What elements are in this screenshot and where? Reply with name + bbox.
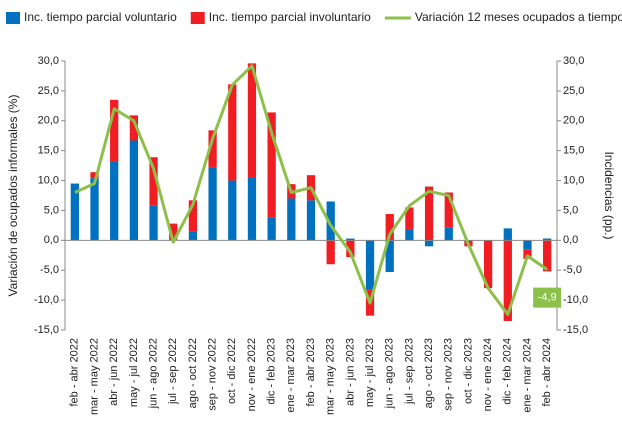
bar <box>110 161 119 241</box>
bar <box>129 115 139 141</box>
x-tick-label: ene - mar 2024 <box>521 338 533 413</box>
x-tick-label: abr - jun 2022 <box>108 338 120 406</box>
bar <box>188 231 198 241</box>
bar <box>247 177 257 241</box>
bar <box>129 140 139 241</box>
x-tick-label: may - jul 2022 <box>128 338 140 407</box>
x-tick-label: jul - sep 2023 <box>403 338 415 405</box>
data-label-box <box>533 287 562 308</box>
x-tick-label: oct - dic 2022 <box>226 338 238 404</box>
bar <box>424 240 434 247</box>
x-tick-label: dic - feb 2023 <box>266 338 278 405</box>
x-tick-label: nov - ene 2022 <box>246 338 258 411</box>
line <box>74 64 549 316</box>
bar <box>523 249 532 259</box>
bar <box>90 172 99 179</box>
x-tick-label: mar - may 2022 <box>88 338 100 415</box>
bar <box>385 240 394 273</box>
bar <box>405 229 414 241</box>
x-tick-label: mar - may 2023 <box>325 338 337 415</box>
bar <box>543 238 552 241</box>
legend-label: Inc. tiempo parcial voluntario <box>24 10 177 24</box>
y2-tick-label: 10,0 <box>563 174 584 186</box>
x-tick-label: jul - sep 2022 <box>167 338 179 405</box>
x-tick-label: jun - ago 2022 <box>147 338 159 409</box>
x-tick-label: may - jul 2023 <box>364 338 376 407</box>
x-tick-label: ene - mar 2023 <box>285 338 297 413</box>
bar <box>346 240 355 258</box>
bar <box>306 200 316 241</box>
legend-swatch <box>6 12 20 24</box>
bar <box>267 217 276 241</box>
bar <box>208 167 217 241</box>
bar <box>208 130 217 168</box>
y-tick-label: 10,0 <box>38 174 59 186</box>
bar <box>188 200 198 232</box>
bar <box>247 63 257 178</box>
y-tick-label: 15,0 <box>38 145 59 157</box>
y-tick-label: 20,0 <box>38 115 59 127</box>
bar <box>228 180 237 241</box>
bar <box>424 186 434 241</box>
legend-label: Variación 12 meses ocupados a tiempo par… <box>415 10 622 24</box>
x-tick-label: oct - dic 2023 <box>462 338 474 404</box>
bar <box>365 240 375 290</box>
bar <box>326 240 335 265</box>
y2-tick-label: 30,0 <box>563 55 584 67</box>
bar <box>523 240 532 250</box>
bar <box>267 112 276 218</box>
bar <box>346 238 355 241</box>
x-tick-label: jun - ago 2023 <box>384 338 396 409</box>
legend-label: Inc. tiempo parcial involuntario <box>209 10 371 24</box>
y2-axis-title: Incidencias (pp.) <box>602 151 616 239</box>
y-tick-label: -5,0 <box>40 264 59 276</box>
bar <box>503 240 512 322</box>
x-tick-label: ago - oct 2023 <box>423 338 435 408</box>
bar <box>149 205 158 241</box>
y2-tick-label: 5,0 <box>563 204 578 216</box>
bar <box>326 201 335 241</box>
y2-tick-label: -15,0 <box>563 324 588 336</box>
x-tick-label: sep - nov 2022 <box>207 338 219 411</box>
y-tick-label: 5,0 <box>44 204 59 216</box>
bar <box>543 240 552 272</box>
bar <box>405 207 414 230</box>
bar <box>110 99 119 162</box>
y-tick-label: -15,0 <box>34 324 59 336</box>
y-tick-label: 0,0 <box>44 234 59 246</box>
x-tick-label: feb - abr 2024 <box>541 338 553 407</box>
bar <box>228 84 237 181</box>
y-tick-label: 25,0 <box>38 85 59 97</box>
x-tick-label: feb - abr 2023 <box>305 338 317 407</box>
y-axis-title: Variación de ocupados informales (%) <box>6 95 20 297</box>
y2-tick-label: 0,0 <box>563 234 578 246</box>
x-tick-label: dic - feb 2024 <box>502 338 514 405</box>
bar <box>503 228 512 241</box>
y2-tick-label: 15,0 <box>563 145 584 157</box>
y2-tick-label: 20,0 <box>563 115 584 127</box>
x-tick-label: feb - abr 2022 <box>69 338 81 407</box>
bar <box>90 178 99 241</box>
x-tick-label: sep - nov 2023 <box>443 338 455 411</box>
bar <box>483 240 493 289</box>
legend-swatch <box>190 12 205 24</box>
bar <box>385 214 394 241</box>
y-tick-label: 30,0 <box>38 55 59 67</box>
x-tick-label: abr - jun 2023 <box>344 338 356 406</box>
bar <box>149 157 158 206</box>
y-tick-label: -10,0 <box>34 294 59 306</box>
y2-tick-label: -5,0 <box>563 264 582 276</box>
bar <box>70 183 79 241</box>
bar <box>444 227 453 241</box>
x-tick-label: ago - oct 2022 <box>187 338 199 408</box>
data-label: -4,9 <box>538 292 557 304</box>
bar <box>169 223 178 241</box>
bar <box>444 192 453 228</box>
y2-tick-label: 25,0 <box>563 85 584 97</box>
y2-tick-label: -10,0 <box>563 294 588 306</box>
x-tick-label: nov - ene 2024 <box>482 338 494 411</box>
bar <box>287 198 296 241</box>
